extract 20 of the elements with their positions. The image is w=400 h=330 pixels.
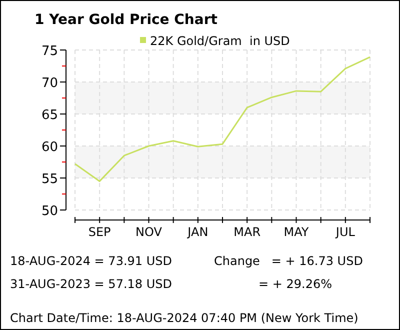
- y-tick-label: 55: [41, 172, 58, 187]
- text: 18-AUG-2024 = 73.91 USD: [10, 254, 172, 268]
- x-tick-label: MAR: [234, 225, 261, 239]
- x-tick-label: JUL: [334, 225, 356, 239]
- x-tick-label: NOV: [136, 225, 163, 239]
- x-tick-label: SEP: [88, 225, 111, 239]
- line-series: [74, 56, 371, 182]
- text: Change = + 16.73 USD: [214, 254, 363, 268]
- x-tick-label: JAN: [186, 225, 208, 239]
- text: 31-AUG-2023 = 57.18 USD: [10, 277, 172, 291]
- text: = + 29.26%: [258, 277, 332, 291]
- y-tick-label: 60: [41, 140, 58, 155]
- y-tick-label: 70: [41, 76, 58, 91]
- chart-title: 1 Year Gold Price Chart: [34, 12, 218, 28]
- y-tick-label: 75: [41, 44, 58, 59]
- y-tick-label: 65: [41, 108, 58, 123]
- x-tick-label: MAY: [284, 225, 310, 239]
- legend-label: 22K Gold/Gram in USD: [150, 34, 290, 48]
- y-tick-label: 50: [41, 204, 58, 219]
- text: Chart Date/Time: 18-AUG-2024 07:40 PM (New York Time): [10, 311, 358, 325]
